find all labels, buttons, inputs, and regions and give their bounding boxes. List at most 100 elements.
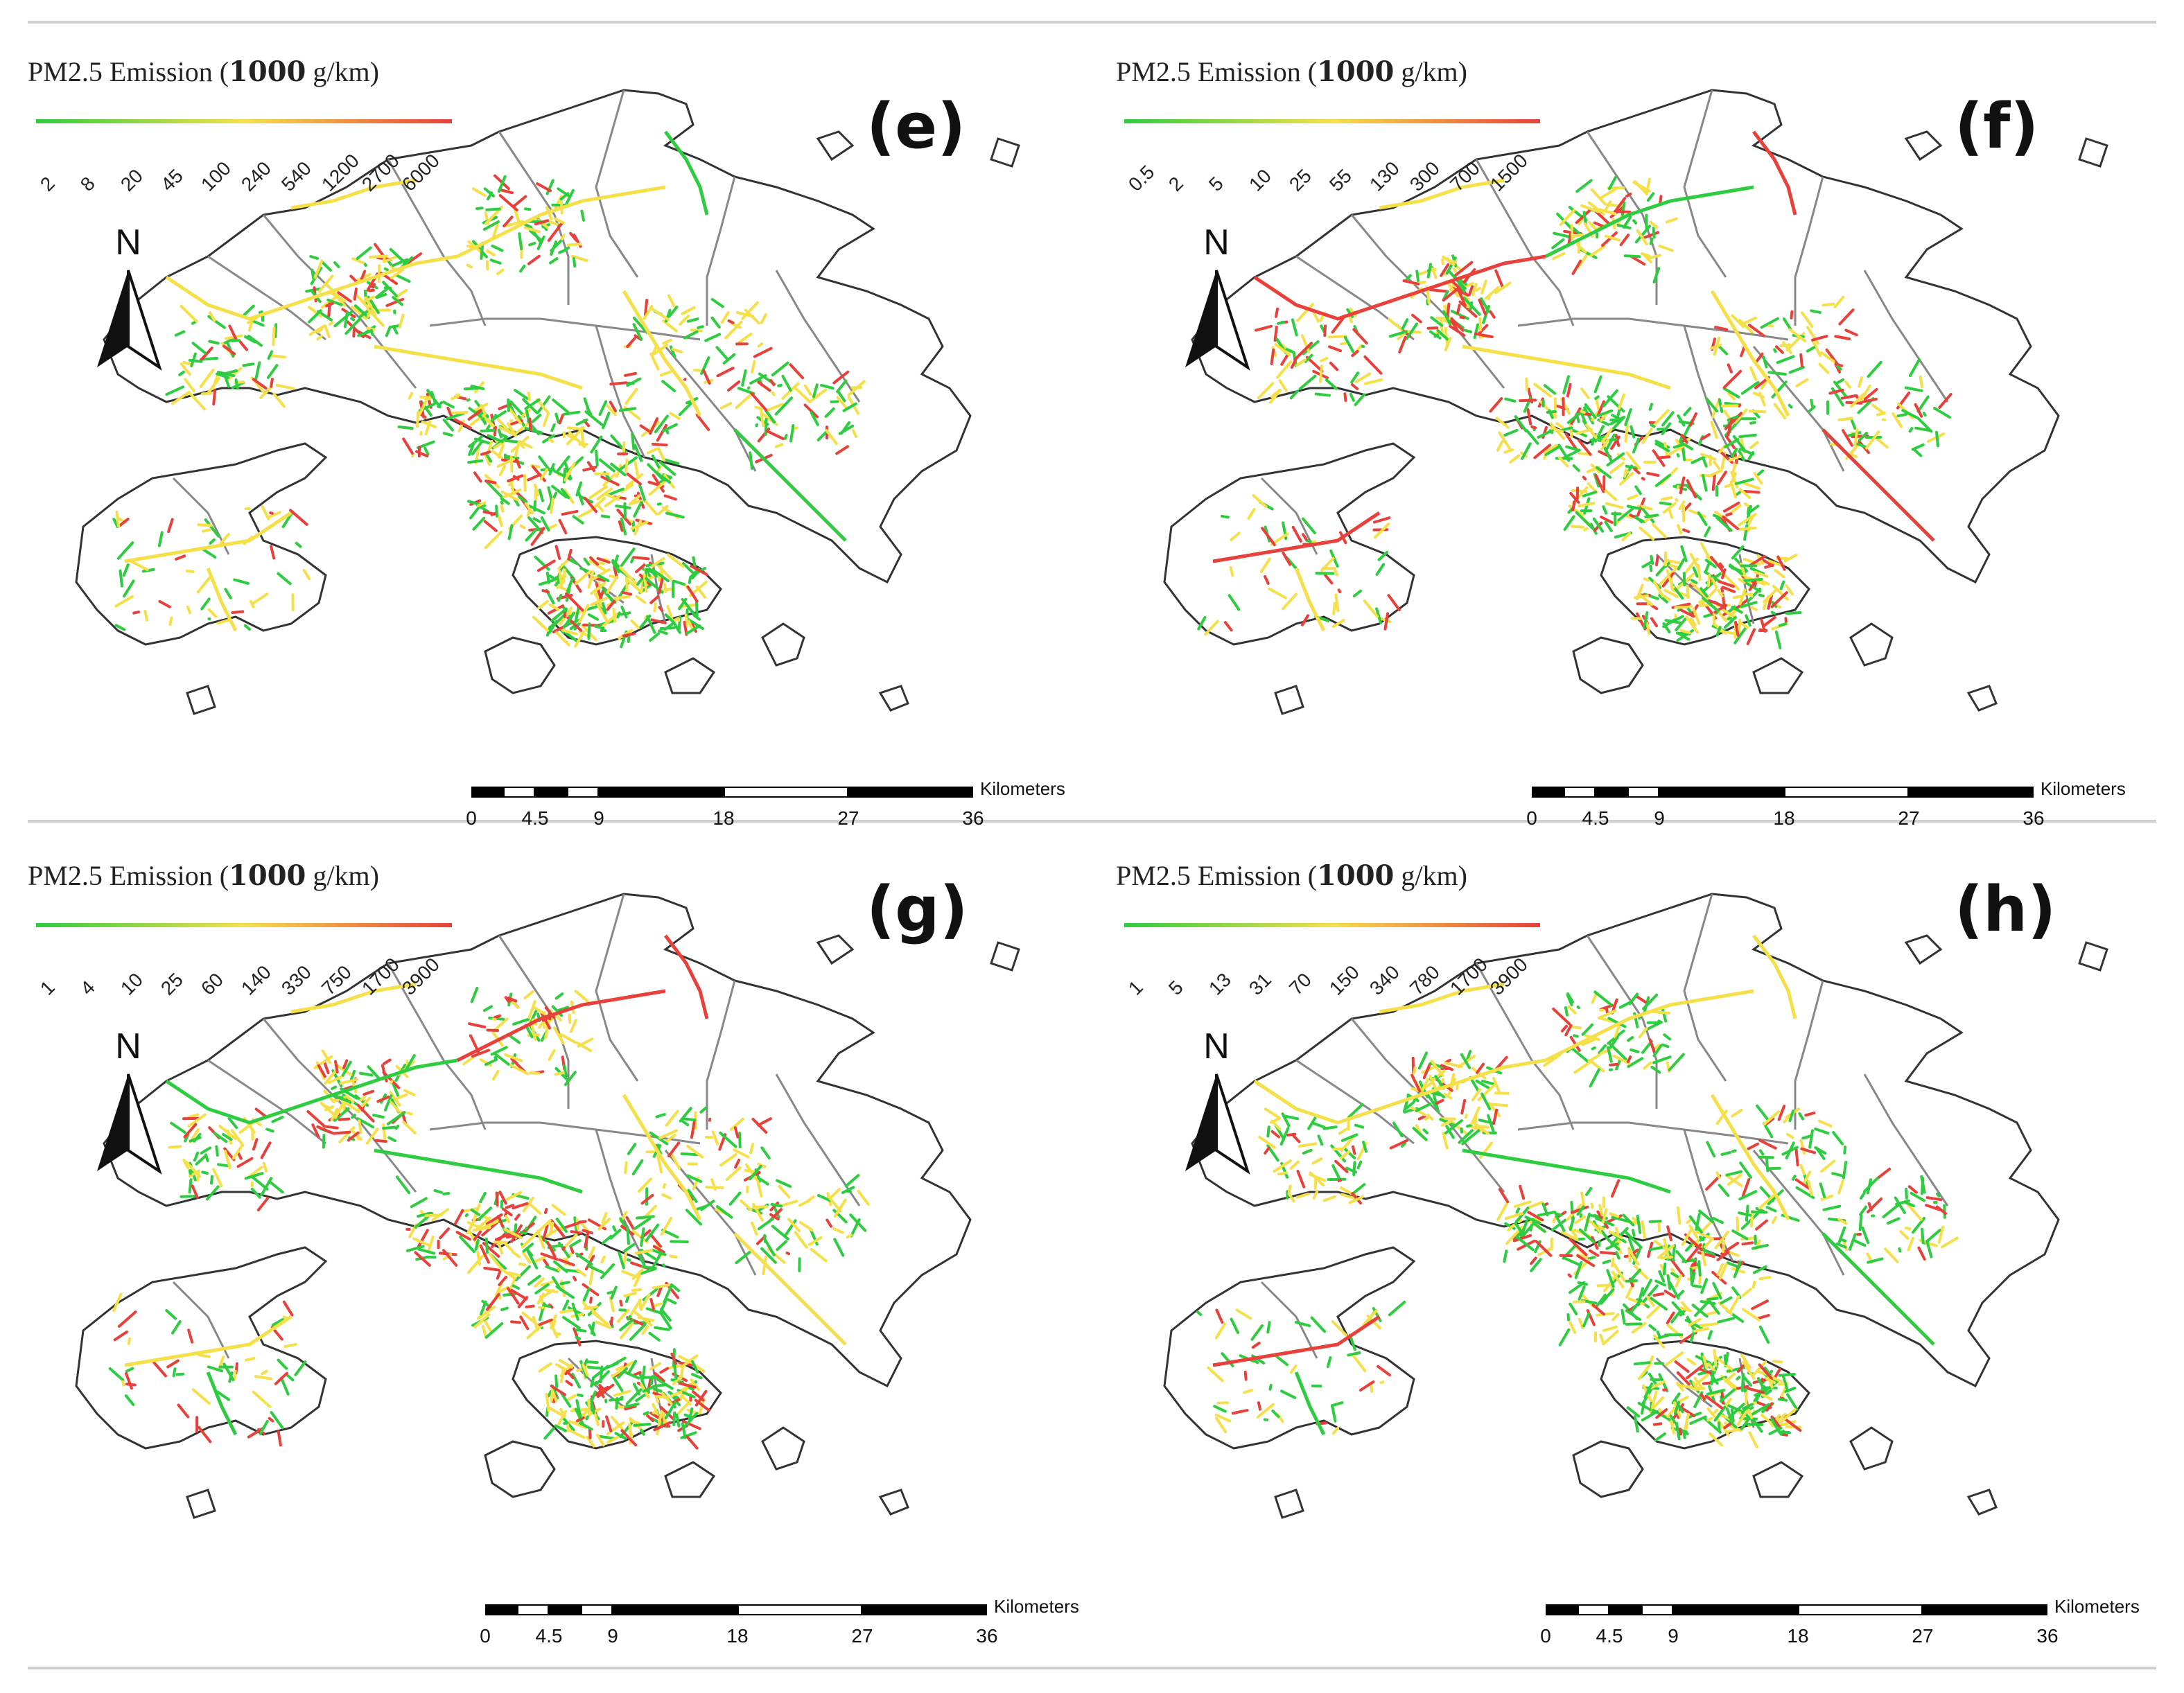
road-segment [1806,346,1816,353]
road-segment [654,414,669,434]
panel-label: (h) [1955,873,2056,946]
road-segment [792,426,798,430]
road-segment [794,1231,808,1249]
road-segment [1487,1114,1495,1133]
road-segment [1724,1351,1729,1365]
road-segment [503,216,514,228]
coastline [878,1489,909,1516]
road-segment [1668,507,1674,519]
road-segment [1650,1065,1661,1074]
road-segment [630,1298,642,1316]
road-segment [585,604,600,611]
road-segment [1630,255,1646,266]
road-segment [1788,1109,1794,1123]
road-segment [1444,1061,1463,1069]
road-segment [482,1005,493,1012]
road-segment [1702,1381,1711,1385]
road-segment [605,1415,613,1432]
road-segment [1300,614,1309,626]
road-segment [588,1306,606,1323]
road-segment [1652,1043,1661,1051]
road-segment [1727,1173,1742,1186]
road-segment [669,345,676,358]
road-segment [514,439,521,458]
highway [733,1232,847,1346]
road-segment [460,1207,478,1213]
road-segment [1727,616,1733,621]
coastline [186,1489,216,1519]
road-segment [564,1071,577,1087]
road-segment [1578,1228,1596,1244]
road-segment [560,488,570,500]
road-segment [1325,378,1338,390]
road-segment [1641,477,1645,481]
road-segment [207,315,226,329]
highway [1379,178,1505,210]
road-segment [270,545,276,560]
road-segment [1686,479,1697,498]
road-segment [1700,1220,1712,1234]
road-segment [247,1166,263,1179]
road-segment [466,263,473,269]
road-segment [570,1230,583,1235]
road-segment [1456,304,1461,315]
road-segment [174,330,186,337]
road-segment [493,441,505,449]
road-segment [1736,1410,1748,1426]
road-segment [649,1362,661,1371]
road-segment [1910,1191,1926,1202]
road-segment [559,1359,573,1369]
scale-seg-6 [1798,1604,1923,1615]
road-segment [1702,1355,1709,1369]
road-segment [595,1370,610,1385]
road-segment [636,1215,655,1220]
road-segment [1474,332,1494,339]
legend-tick-label: 2 [36,172,59,195]
road-segment [1197,615,1207,631]
road-segment [1722,515,1740,530]
road-segment [344,317,361,335]
road-segment [351,1114,356,1119]
road-segment [1631,1322,1647,1334]
road-segment [711,1130,719,1146]
road-segment [233,1369,237,1381]
road-segment [590,1390,597,1403]
road-segment [1716,1263,1724,1277]
road-segment [1738,488,1751,499]
legend-title-prefix: PM2.5 Emission ( [28,56,229,87]
road-segment [1639,526,1654,541]
road-segment [1345,1166,1358,1174]
road-segment [1443,305,1448,310]
road-segment [647,567,658,578]
road-segment [480,450,491,456]
road-segment [1749,441,1759,449]
road-segment [617,1367,628,1379]
road-segment [1317,1134,1324,1146]
road-segment [1737,403,1742,407]
legend-title-unit: g/km) [306,860,379,891]
road-segment [1817,1119,1833,1128]
road-segment [1811,340,1822,358]
road-segment [1530,1256,1537,1265]
road-segment [679,1381,696,1392]
road-segment [587,613,599,621]
road-segment [1916,395,1930,413]
road-segment [180,304,198,323]
road-segment [667,294,676,308]
road-segment [528,505,545,515]
road-segment [654,343,669,355]
coastline [1274,685,1304,715]
road-segment [1273,1159,1292,1173]
road-segment [308,309,322,324]
road-segment [579,1221,590,1233]
road-segment [402,1121,417,1134]
road-segment [784,434,788,440]
road-segment [1576,1006,1580,1010]
road-segment [1627,1057,1644,1068]
road-segment [681,1422,687,1439]
road-segment [505,1204,515,1209]
legend-tick-label: 3900 [398,953,444,999]
road-segment [1708,1299,1720,1315]
road-segment [277,1430,282,1447]
road-segment [216,371,236,378]
